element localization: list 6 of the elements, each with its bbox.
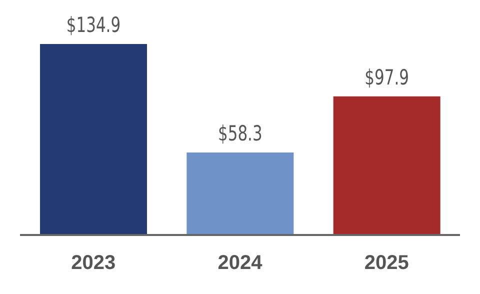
x-tick-label: 2023	[71, 252, 116, 274]
x-tick-label: 2024	[218, 252, 264, 274]
x-tick-label: 2025	[364, 252, 409, 274]
data-label: $134.9	[66, 12, 121, 38]
data-label: $97.9	[364, 64, 409, 90]
data-label: $58.3	[218, 120, 262, 146]
